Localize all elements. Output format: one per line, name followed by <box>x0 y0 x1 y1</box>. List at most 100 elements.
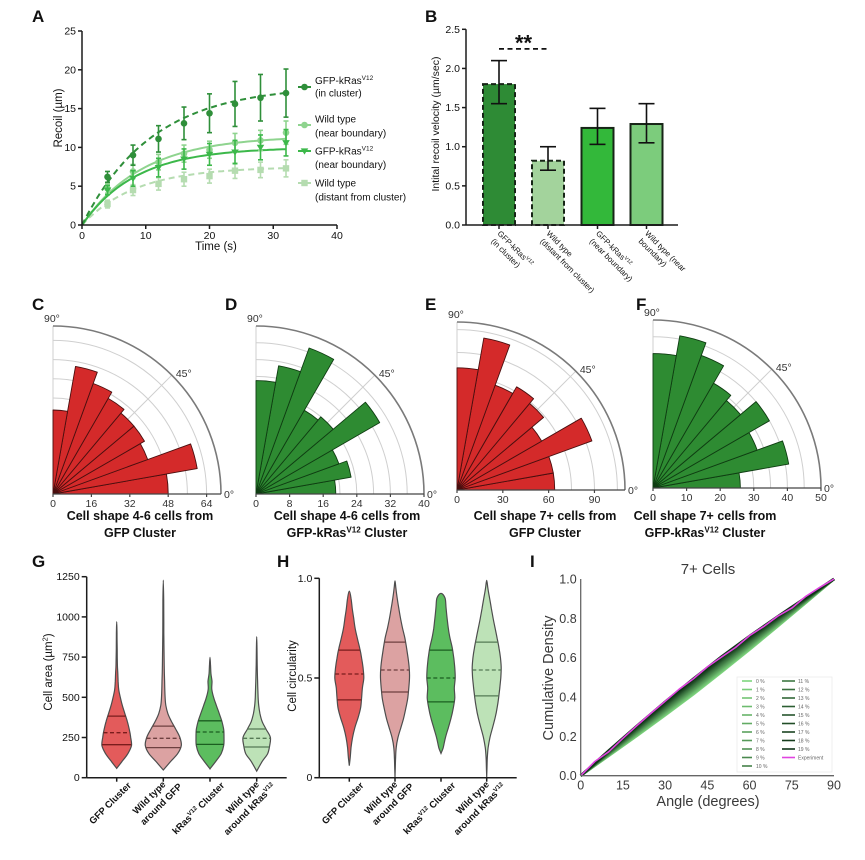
panel-g-violin-plot: G 0 250 500 750 1000 1250 Cell area (µm2) GFP Cl… <box>32 552 287 838</box>
legend: GFP-kRasV12(in cluster)Wild type(near bo… <box>298 75 406 204</box>
chart-title-line: GFP-kRasV12 Cluster <box>287 525 408 540</box>
data-point <box>104 173 111 181</box>
wedge <box>52 443 198 495</box>
chart-title-line: Cell shape 4-6 cells from <box>274 509 421 523</box>
y-tick-label: 20 <box>64 64 76 76</box>
legend-label: 3 % <box>756 704 765 710</box>
legend-marker <box>301 83 308 91</box>
panel-label: B <box>425 7 437 26</box>
violin-body <box>101 621 133 770</box>
wedge <box>255 401 381 495</box>
category-label-line: GFP Cluster <box>87 780 134 827</box>
panel-b-velocity-bar-chart: B ** 0.0 0.5 1.0 1.5 2.0 2.5 Intital recoil velo… <box>425 7 688 295</box>
violin-body <box>334 590 365 766</box>
text-segment: GFP Cluster <box>87 780 134 827</box>
legend-label: 13 % <box>798 696 810 702</box>
r-tick-label: 30 <box>748 492 760 504</box>
legend-marker <box>301 179 308 187</box>
wedge <box>456 386 535 491</box>
legend-label: 7 % <box>756 738 765 744</box>
legend-label: GFP-kRasV12 <box>315 146 374 158</box>
angle-label-45: 45° <box>176 368 192 380</box>
panel-label: A <box>32 7 44 26</box>
legend-item: 19 % <box>782 747 810 753</box>
text-segment: Cell shape 4-6 cells from <box>67 509 214 523</box>
x-tick-label: 45 <box>700 779 714 793</box>
wedge <box>52 409 69 495</box>
y-tick-label: 1.0 <box>559 573 576 587</box>
angle-label-90: 90° <box>644 307 660 319</box>
y-tick-label: 15 <box>64 103 76 115</box>
y-tick-label: 2.0 <box>445 63 460 75</box>
x-category-label: GFP-kRasV12(in cluster) <box>489 229 535 270</box>
superscript: 2 <box>41 637 50 641</box>
r-tick-label: 40 <box>418 498 430 510</box>
angle-label-0: 0° <box>224 489 234 501</box>
r-tick-label: 40 <box>782 492 794 504</box>
wedge <box>652 353 677 489</box>
superscript: V12 <box>362 75 374 82</box>
wedge <box>255 380 277 495</box>
outer-arc <box>255 325 425 495</box>
violin <box>242 636 272 773</box>
data-point <box>154 164 163 172</box>
legend-item: 14 % <box>782 704 810 710</box>
x-tick-label: 15 <box>616 779 630 793</box>
legend-label: Wild type <box>315 179 357 190</box>
outer-arc <box>652 319 822 489</box>
text-segment: Wild type <box>315 179 357 190</box>
text-segment: Cell shape 7+ cells from <box>634 509 777 523</box>
x-tick-label: 30 <box>658 779 672 793</box>
outer-arc <box>456 321 626 491</box>
x-tick-label: 10 <box>140 230 152 242</box>
legend-item: 11 % <box>782 679 810 685</box>
data-point <box>129 175 137 183</box>
y-tick-label: 1.5 <box>445 102 460 114</box>
y-tick-label: 750 <box>62 652 80 664</box>
data-point <box>180 176 188 183</box>
violin <box>426 592 456 756</box>
legend-box <box>736 676 833 773</box>
superscript: V12 <box>346 525 361 534</box>
legend-item: 12 % <box>782 687 810 693</box>
superscript: V12 <box>262 781 275 794</box>
legend-item: Wild type (distant from cluster) <box>298 179 406 204</box>
panel-label: G <box>32 552 45 571</box>
text-segment: Cell shape 4-6 cells from <box>274 509 421 523</box>
x-tick-label: 0 <box>577 779 584 793</box>
r-tick-label: 50 <box>815 492 827 504</box>
bar <box>482 83 516 227</box>
y-tick-label: 0.8 <box>559 612 576 626</box>
legend-item: 10 % <box>742 764 768 770</box>
significance-label: ** <box>515 30 533 55</box>
violin <box>144 579 182 771</box>
y-axis-label: Intital recoil velocity (µm/sec) <box>430 57 442 192</box>
y-tick-label: 0 <box>306 772 312 784</box>
legend-label: 0 % <box>756 679 765 685</box>
r-tick-label: 48 <box>162 498 174 510</box>
legend-label: 11 % <box>798 679 810 685</box>
text-segment: GFP-kRas <box>315 147 362 158</box>
r-tick-label: 32 <box>124 498 136 510</box>
x-tick-label: 20 <box>204 230 216 242</box>
wedge <box>52 365 98 495</box>
text-segment: Cluster <box>194 780 227 813</box>
wedge <box>652 401 770 489</box>
legend-item: 7 % <box>742 738 765 744</box>
legend-label-line2: (in cluster) <box>315 89 362 100</box>
data-point <box>206 172 213 180</box>
data-point <box>256 144 265 151</box>
x-axis-label: Angle (degrees) <box>656 794 759 810</box>
legend-item: GFP-kRasV12(in cluster) <box>298 75 374 100</box>
text-segment: GFP-kRas <box>645 526 705 540</box>
text-segment: GFP-kRas <box>287 526 347 540</box>
r-tick-label: 16 <box>317 498 329 510</box>
text-segment: Cell shape 7+ cells from <box>474 509 617 523</box>
panel-label: D <box>225 295 237 314</box>
legend-item: 9 % <box>742 755 765 761</box>
r-tick-label: 8 <box>287 498 293 510</box>
